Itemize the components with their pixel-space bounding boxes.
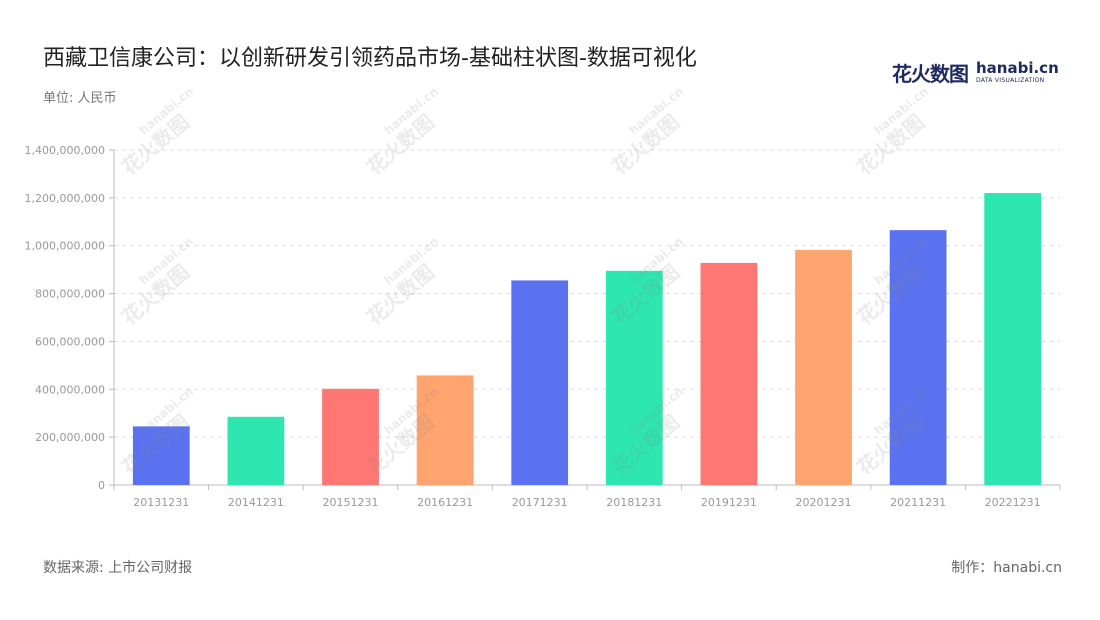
bar [889, 230, 947, 485]
logo-en-text: hanabi.cn [976, 59, 1059, 77]
y-tick-label: 400,000,000 [35, 383, 105, 396]
brand-logo: 花火数图 hanabi.cn DATA VISUALIZATION [892, 58, 1059, 87]
x-tick-label: 20211231 [890, 496, 946, 509]
x-tick-label: 20191231 [701, 496, 757, 509]
x-tick-label: 20161231 [417, 496, 473, 509]
data-source: 数据来源: 上市公司财报 [43, 560, 193, 576]
y-tick-label: 1,400,000,000 [25, 144, 105, 157]
bar [984, 193, 1042, 486]
bar [605, 270, 663, 485]
x-tick-label: 20201231 [796, 496, 852, 509]
y-tick-label: 200,000,000 [35, 431, 105, 444]
x-tick-label: 20141231 [228, 496, 284, 509]
x-tick-label: 20131231 [133, 496, 189, 509]
x-tick-label: 20171231 [512, 496, 568, 509]
bar [227, 416, 285, 485]
x-tick-label: 20181231 [606, 496, 662, 509]
y-tick-label: 800,000,000 [35, 288, 105, 301]
logo-cn-text: 花火数图 [892, 62, 969, 86]
bar [132, 426, 190, 485]
bar [322, 388, 379, 485]
logo-en-subtext: DATA VISUALIZATION [976, 77, 1045, 84]
maker-credit: 制作：hanabi.cn [951, 560, 1062, 576]
y-tick-label: 1,200,000,000 [25, 192, 105, 205]
y-tick-label: 1,000,000,000 [25, 240, 105, 253]
chart-title: 西藏卫信康公司：以创新研发引领药品市场-基础柱状图-数据可视化 [43, 46, 697, 71]
x-tick-label: 20221231 [985, 496, 1041, 509]
y-tick-label: 0 [98, 479, 105, 492]
x-tick-label: 20151231 [323, 496, 379, 509]
bar [416, 375, 474, 485]
bar [700, 262, 758, 485]
bar [795, 250, 852, 485]
bar [511, 280, 569, 485]
unit-label: 单位: 人民币 [43, 91, 117, 106]
logo-en-block: hanabi.cn DATA VISUALIZATION [976, 61, 1059, 84]
y-tick-label: 600,000,000 [35, 335, 105, 348]
